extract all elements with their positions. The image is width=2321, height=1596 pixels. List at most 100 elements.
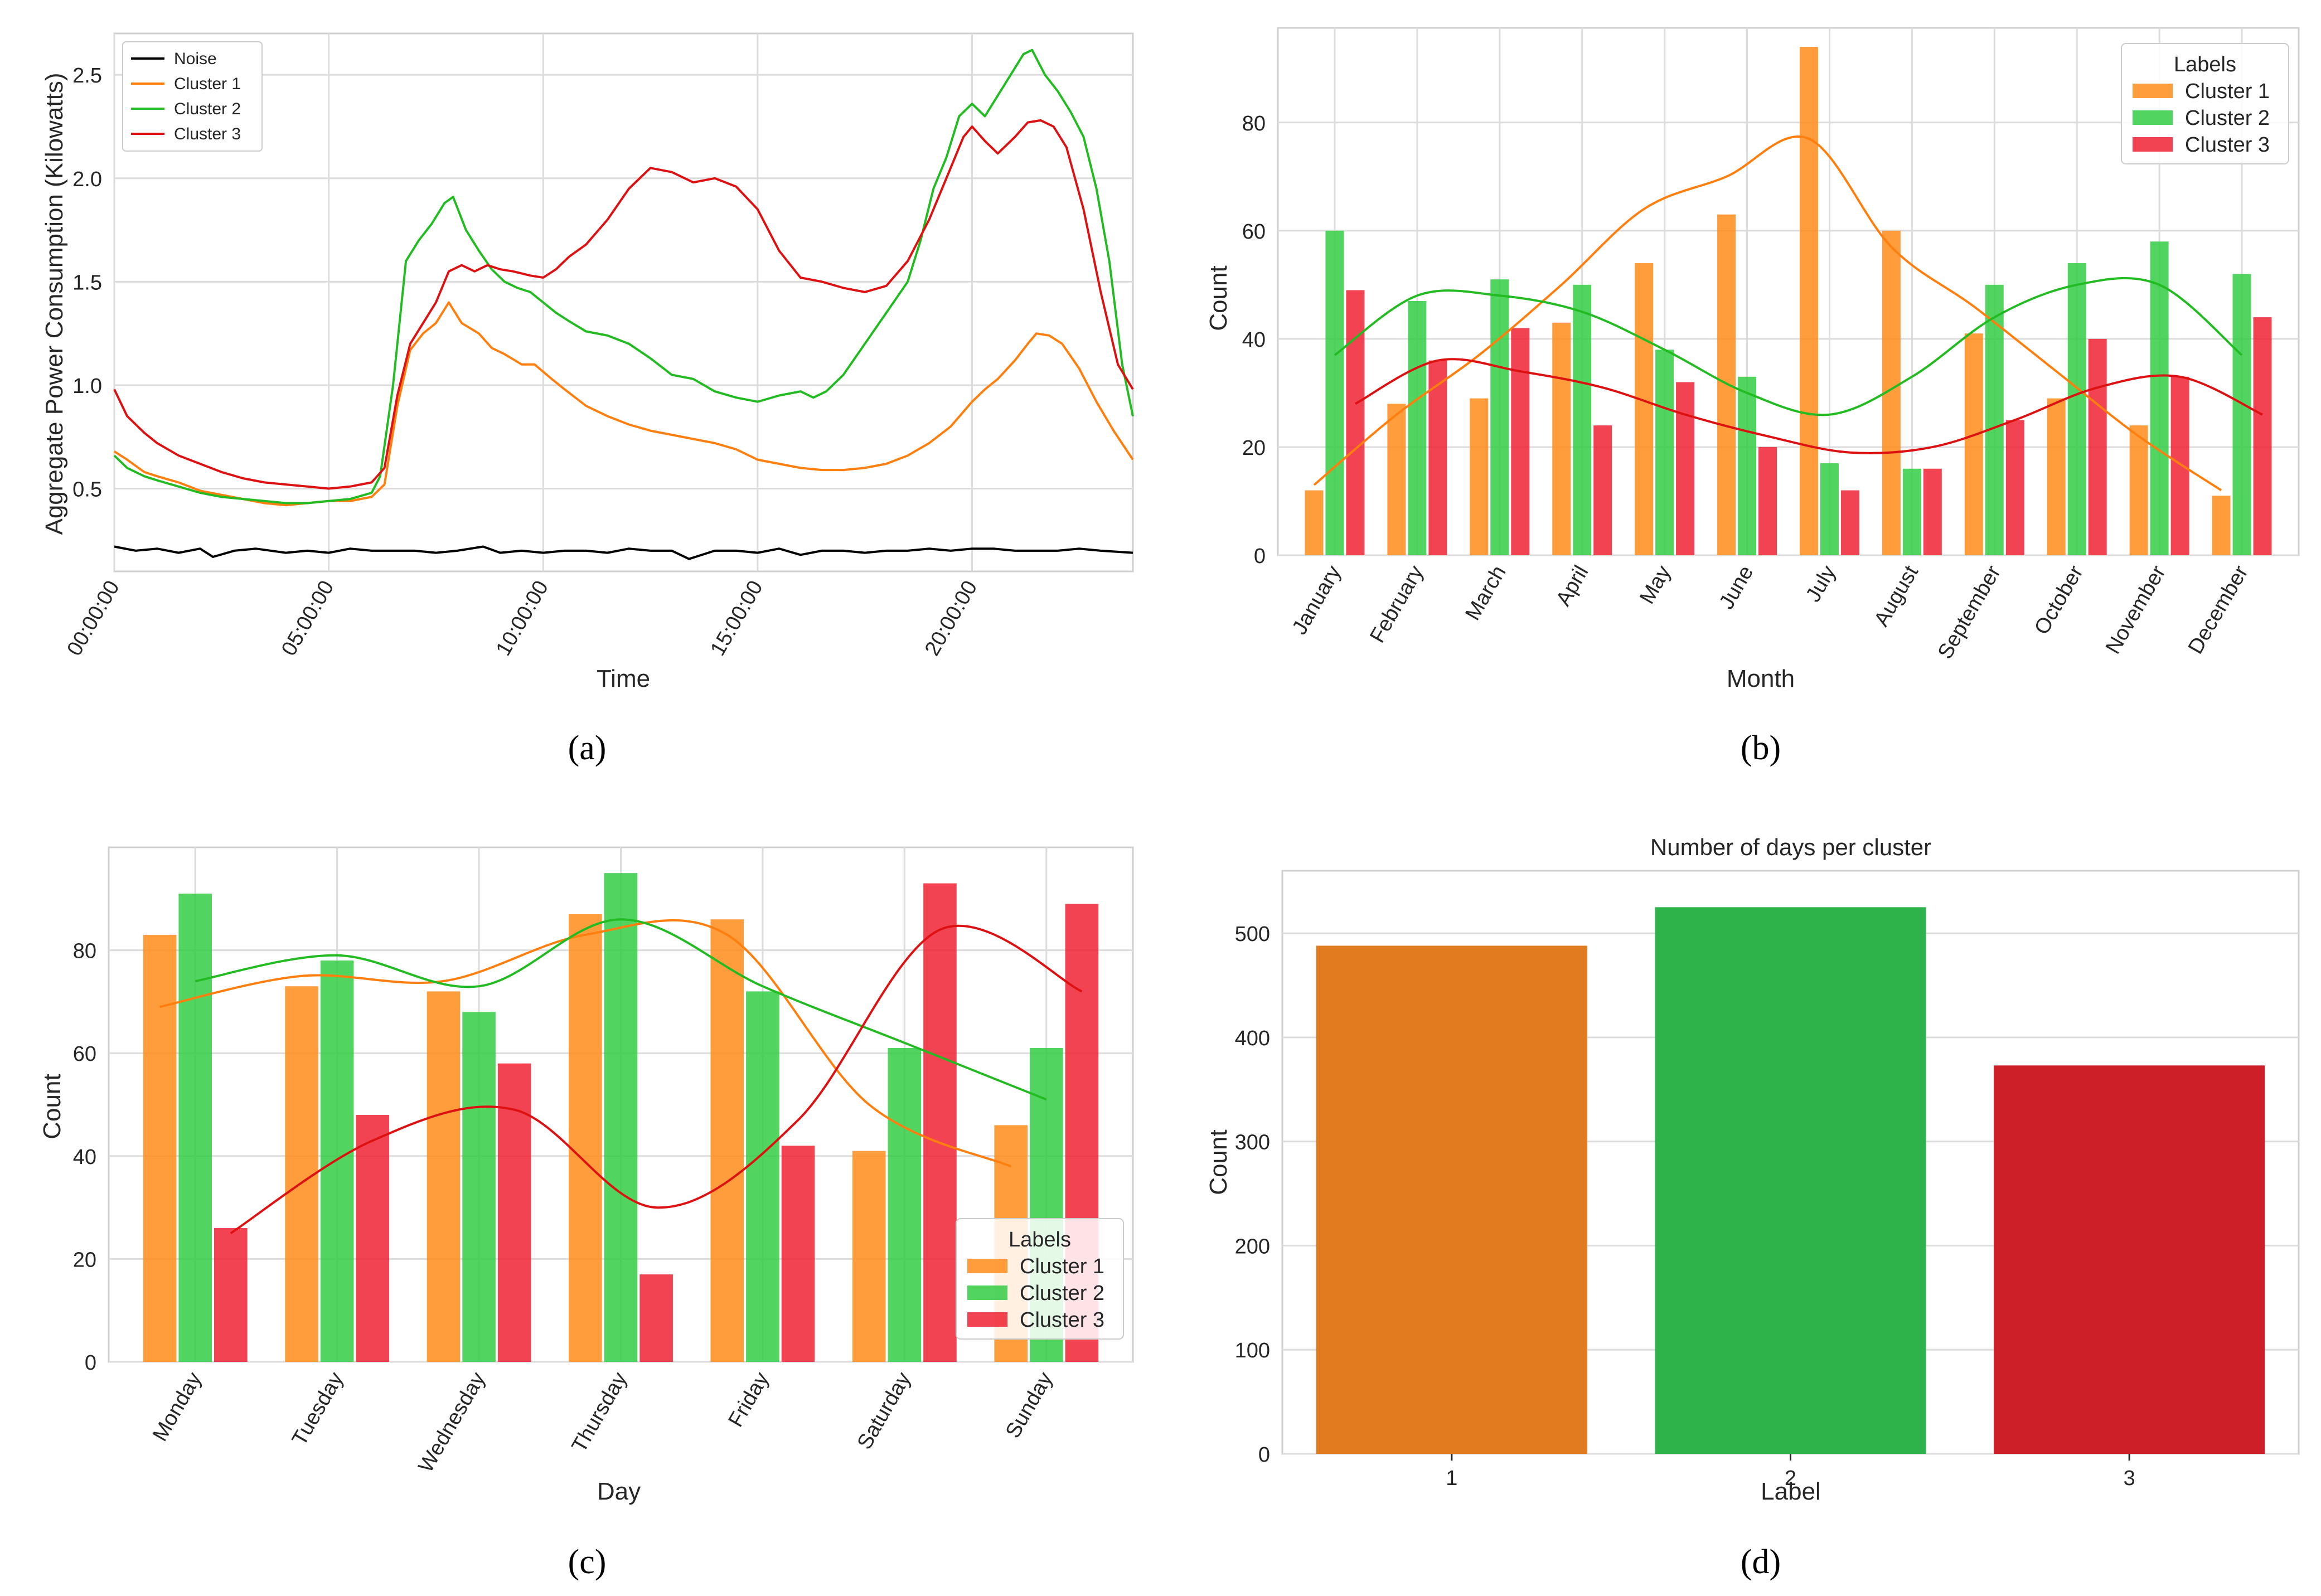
bar-c-bar3 <box>356 1114 390 1362</box>
x-tick-label-b: January <box>1288 562 1346 639</box>
bar-c-bar2 <box>178 894 212 1362</box>
y-tick-label-b: 80 <box>1242 112 1266 135</box>
legend-box-b <box>2121 43 2289 164</box>
bar-b-bar2 <box>2067 263 2086 555</box>
y-tick-label-c: 60 <box>73 1042 96 1066</box>
y-tick-label-b: 20 <box>1242 436 1266 460</box>
legend-box-a <box>122 41 263 152</box>
x-tick-label-b: May <box>1635 562 1675 608</box>
bar-b-bar3 <box>2170 376 2189 555</box>
bar-b-bar2 <box>1325 230 1344 555</box>
x-tick-label-b: June <box>1715 562 1758 613</box>
bar-c-bar2 <box>604 873 638 1362</box>
bar-c-bar2 <box>462 1012 496 1362</box>
x-tick-label-b: November <box>2101 561 2170 658</box>
bar-b-bar2 <box>1820 463 1839 555</box>
x-axis-label-a: Time <box>597 665 650 692</box>
bar-c-bar3 <box>781 1146 815 1362</box>
x-tick-label-c: Wednesday <box>414 1369 490 1477</box>
y-tick-label-d: 400 <box>1235 1027 1270 1050</box>
bar-c-bar1 <box>143 934 177 1362</box>
bar-c-bar1 <box>852 1151 886 1362</box>
y-axis-label-b: Count <box>1205 265 1232 331</box>
bar-d-label-1 <box>1316 945 1587 1454</box>
x-tick-label-c: Thursday <box>568 1369 632 1457</box>
bar-b-bar2 <box>1655 350 1674 555</box>
y-tick-label-b: 0 <box>1254 545 1266 568</box>
x-tick-label-c: Saturday <box>853 1369 915 1454</box>
bar-b-bar2 <box>1985 284 2004 555</box>
bar-b-bar3 <box>1758 447 1777 555</box>
y-tick-label-d: 300 <box>1235 1131 1270 1154</box>
y-axis-label-d: Count <box>1205 1129 1232 1195</box>
y-tick-label-a: 0.5 <box>72 478 102 502</box>
x-tick-label-d: 1 <box>1446 1467 1457 1490</box>
x-tick-label-b: July <box>1801 562 1840 607</box>
legend-label-a: Cluster 2 <box>174 100 241 118</box>
caption-c: (c) <box>568 1543 607 1581</box>
kde-curve-c-bar3 <box>230 924 1083 1234</box>
bar-b-bar1 <box>1635 263 1654 555</box>
bar-b-bar2 <box>1490 279 1509 555</box>
kde-curve-c-bar1 <box>159 919 1011 1168</box>
legend-title-b: Labels <box>2174 53 2236 76</box>
bar-b-bar1 <box>2212 496 2231 555</box>
bar-b-bar1 <box>2129 425 2148 555</box>
x-tick-label-b: April <box>1552 562 1593 610</box>
y-tick-label-a: 1.5 <box>72 271 102 294</box>
bar-c-bar1 <box>569 914 602 1362</box>
x-tick-label-a: 00:00:00 <box>62 577 124 660</box>
x-tick-label-d: 3 <box>2124 1467 2135 1490</box>
bar-c-bar3 <box>639 1274 673 1362</box>
bar-b-bar3 <box>1511 328 1530 555</box>
legend-label-b: Cluster 3 <box>2185 133 2270 157</box>
x-axis-label-b: Month <box>1727 665 1795 692</box>
y-tick-label-b: 40 <box>1242 328 1266 352</box>
bar-b-bar3 <box>1593 425 1612 555</box>
bar-b-bar2 <box>2232 274 2251 555</box>
y-tick-label-d: 200 <box>1235 1235 1270 1258</box>
bar-b-bar3 <box>1428 360 1447 555</box>
legend-label-c: Cluster 2 <box>1020 1282 1104 1305</box>
bar-b-bar2 <box>1573 284 1592 555</box>
bar-b-bar2 <box>1738 376 1757 555</box>
bar-b-bar3 <box>2088 338 2107 555</box>
x-tick-label-b: September <box>1934 561 2005 663</box>
bar-b-bar2 <box>2150 241 2169 555</box>
bar-c-bar1 <box>710 919 744 1362</box>
plot-area-a <box>113 32 1134 573</box>
legend-swatch-c <box>967 1312 1007 1327</box>
y-tick-label-c: 80 <box>73 940 96 963</box>
bar-b-bar2 <box>1902 468 1921 555</box>
bar-b-bar1 <box>1799 46 1818 555</box>
panel-c-daily-bar-chart: 0 20 40 60 80 Count Monday Tuesday Wednesday Thur… <box>38 846 1134 1505</box>
caption-d: (d) <box>1741 1543 1781 1581</box>
legend-label-c: Cluster 1 <box>1020 1255 1104 1278</box>
bar-b-bar1 <box>1305 490 1324 555</box>
panel-b-monthly-bar-chart: 0 20 40 60 80 Count January February March April M… <box>1205 27 2300 692</box>
y-tick-label-d: 100 <box>1235 1339 1270 1362</box>
series-line-c2 <box>113 48 1134 504</box>
bar-b-bar1 <box>1717 214 1736 555</box>
bar-b-bar1 <box>1964 333 1983 555</box>
series-line-c3 <box>113 119 1134 490</box>
bar-b-bar3 <box>1840 490 1859 555</box>
legend-label-a: Cluster 3 <box>174 125 241 143</box>
x-tick-label-b: February <box>1365 562 1428 647</box>
bar-b-bar3 <box>2005 420 2024 555</box>
x-tick-label-b: March <box>1461 562 1510 624</box>
y-tick-label-d: 0 <box>1258 1443 1270 1467</box>
y-tick-label-c: 20 <box>73 1248 96 1272</box>
y-tick-label-a: 2.0 <box>72 168 102 191</box>
bar-c-bar3 <box>923 883 957 1362</box>
x-tick-label-b: August <box>1870 561 1923 630</box>
bar-d-label-3 <box>1994 1065 2265 1454</box>
bar-b-bar1 <box>1552 322 1571 555</box>
kde-curve-c-bar2 <box>195 918 1047 1101</box>
x-tick-label-c: Sunday <box>1001 1369 1058 1443</box>
legend-title-c: Labels <box>1009 1228 1071 1251</box>
caption-a: (a) <box>568 729 607 767</box>
x-tick-label-a: 10:00:00 <box>492 577 553 660</box>
bar-c-bar2 <box>320 960 354 1362</box>
x-tick-label-c: Tuesday <box>288 1369 348 1450</box>
